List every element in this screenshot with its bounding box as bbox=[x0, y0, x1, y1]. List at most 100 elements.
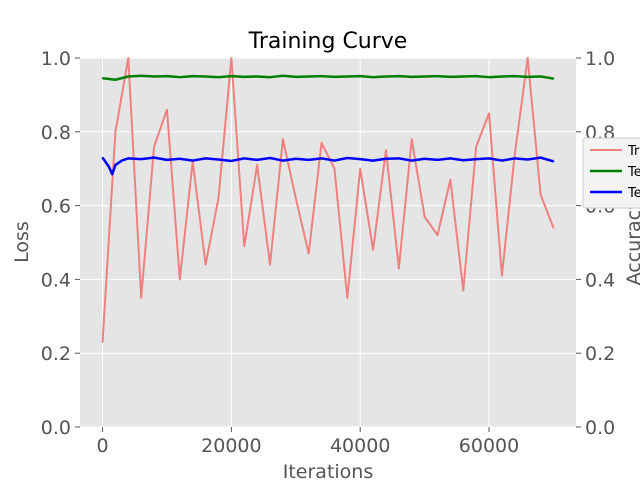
series-3-point bbox=[256, 159, 258, 161]
legend-entry-3: Te bbox=[627, 186, 640, 201]
series-3-point bbox=[282, 159, 284, 162]
series-2-point bbox=[140, 74, 142, 77]
series-1-point bbox=[372, 249, 374, 251]
series-3-point bbox=[191, 159, 194, 162]
series-3-point bbox=[114, 164, 117, 166]
x-tick-label: 0 bbox=[96, 435, 108, 457]
series-1-point bbox=[552, 226, 555, 229]
series-3-point bbox=[475, 158, 477, 160]
series-2-point bbox=[294, 76, 297, 78]
series-3-point bbox=[410, 159, 413, 162]
series-2-point bbox=[179, 76, 181, 78]
series-3-point bbox=[179, 157, 181, 160]
series-2-point bbox=[320, 75, 323, 77]
series-2-point bbox=[101, 77, 104, 80]
series-1-point bbox=[140, 297, 142, 299]
series-1-point bbox=[539, 193, 542, 196]
series-3-point bbox=[372, 159, 374, 162]
series-3-point bbox=[449, 157, 452, 160]
series-2-point bbox=[269, 76, 271, 78]
series-2-point bbox=[462, 75, 465, 78]
series-3-point bbox=[269, 157, 271, 159]
series-2-point bbox=[423, 75, 426, 78]
x-tick-label: 60000 bbox=[459, 435, 519, 457]
series-3-point bbox=[539, 156, 542, 159]
series-1-point bbox=[346, 297, 349, 299]
series-2-point bbox=[217, 76, 220, 78]
y-tick-label: 1.0 bbox=[41, 48, 71, 70]
series-3-point bbox=[385, 157, 387, 160]
series-2-point bbox=[552, 77, 555, 80]
series-1-point bbox=[320, 142, 323, 144]
series-2-point bbox=[127, 75, 130, 78]
series-1-point bbox=[501, 274, 503, 277]
y2-tick-label: 0.4 bbox=[585, 269, 615, 291]
series-2-point bbox=[191, 75, 194, 77]
series-1-point bbox=[153, 145, 155, 148]
series-1-point bbox=[179, 278, 181, 281]
series-1-point bbox=[333, 167, 336, 170]
series-3-point bbox=[333, 159, 336, 162]
legend-frame bbox=[582, 137, 640, 209]
legend: Tr Te Te bbox=[582, 137, 640, 209]
series-3-point bbox=[166, 159, 168, 161]
x-tick-label: 40000 bbox=[330, 435, 390, 457]
series-1-point bbox=[475, 145, 477, 148]
y-tick-label: 0.8 bbox=[41, 122, 71, 144]
series-2-point bbox=[359, 75, 362, 77]
series-3-point bbox=[230, 160, 233, 162]
series-3-point bbox=[488, 157, 490, 160]
series-2-point bbox=[385, 75, 387, 78]
series-1-point bbox=[101, 341, 104, 343]
series-2-point bbox=[256, 75, 258, 78]
series-2-point bbox=[282, 74, 284, 77]
series-1-point bbox=[436, 234, 439, 236]
y-tick-label: 0.2 bbox=[41, 343, 71, 365]
y-tick-label: 0.4 bbox=[41, 269, 71, 291]
y2-axis-label: Accuracy bbox=[623, 199, 640, 286]
series-2-point bbox=[372, 76, 374, 78]
legend-entry-2: Te bbox=[627, 165, 640, 180]
series-1-point bbox=[217, 197, 220, 200]
series-1-point bbox=[526, 57, 529, 59]
series-3-point bbox=[552, 160, 555, 163]
series-1-point bbox=[243, 245, 246, 247]
series-3-point bbox=[153, 156, 155, 159]
series-2-point bbox=[243, 76, 246, 78]
series-1-point bbox=[488, 112, 490, 115]
series-3-point bbox=[514, 157, 516, 160]
series-1-point bbox=[449, 178, 452, 181]
series-3-point bbox=[462, 159, 465, 162]
tick-labels: 0 20000 40000 60000 0.0 0.2 0.4 0.6 0.8 1.0 0.0 0.2… bbox=[41, 48, 615, 457]
series-1-point bbox=[114, 131, 117, 133]
y2-tick-label: 1.0 bbox=[585, 48, 615, 70]
series-2-point bbox=[307, 75, 310, 78]
y2-tick-label: 0.2 bbox=[585, 343, 615, 365]
series-3-point bbox=[243, 157, 246, 160]
y-tick-label: 0.0 bbox=[41, 417, 71, 439]
x-axis-label: Iterations bbox=[283, 461, 374, 480]
series-3-point bbox=[127, 157, 130, 160]
series-1-point bbox=[166, 108, 168, 111]
series-2-point bbox=[230, 75, 233, 77]
series-3-point bbox=[307, 159, 310, 161]
series-3-point bbox=[501, 159, 503, 162]
series-3-point bbox=[217, 158, 220, 161]
series-line-1 bbox=[101, 57, 555, 343]
series-1-point bbox=[230, 57, 233, 59]
series-layer bbox=[101, 57, 555, 343]
series-3-point bbox=[359, 158, 362, 160]
series-3-point bbox=[101, 156, 104, 159]
series-1-point bbox=[307, 252, 310, 255]
series-2-point bbox=[539, 75, 542, 78]
series-2-point bbox=[204, 75, 207, 78]
series-2-point bbox=[488, 76, 490, 78]
y-tick-label: 0.6 bbox=[41, 196, 71, 218]
series-3-point bbox=[436, 159, 439, 161]
series-1-point bbox=[294, 197, 297, 200]
x-tick-label: 20000 bbox=[201, 435, 261, 457]
series-3-point bbox=[204, 157, 207, 160]
series-1-point bbox=[127, 57, 130, 59]
series-3-point bbox=[121, 159, 123, 162]
